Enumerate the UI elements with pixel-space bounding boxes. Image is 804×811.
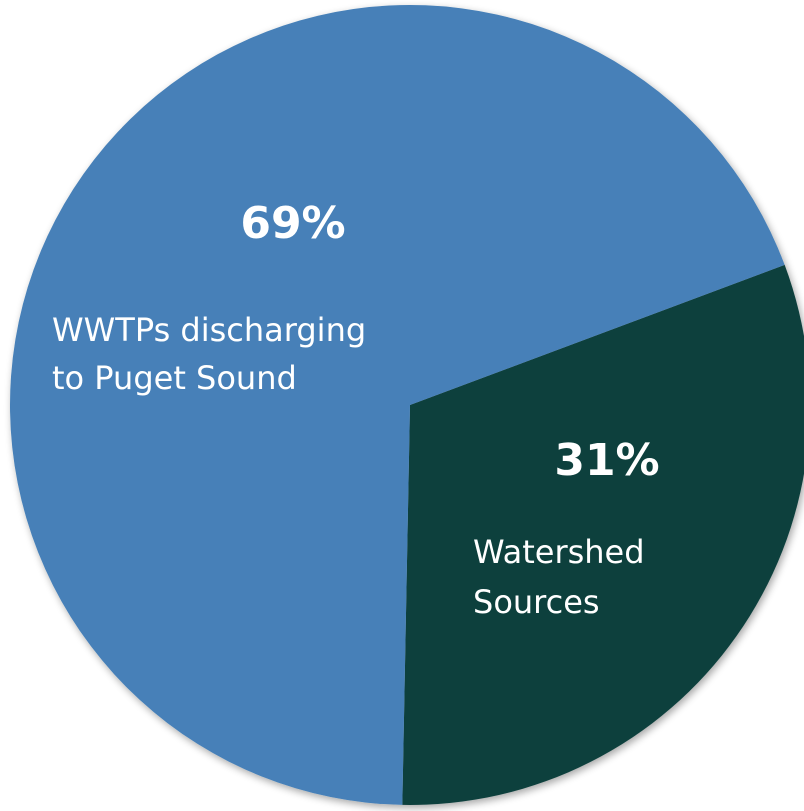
- slice-category-label-0-line-0: WWTPs discharging: [52, 311, 366, 349]
- slice-category-label-1-line-0: Watershed: [473, 533, 645, 571]
- slice-value-label-0: 69%: [240, 198, 345, 249]
- pie-slice-0: [9, 4, 785, 805]
- slice-value-label-1: 31%: [554, 435, 659, 486]
- slice-category-label-0-line-1: to Puget Sound: [52, 359, 297, 397]
- pie-slice-1: [402, 264, 804, 805]
- slice-category-label-1-line-1: Sources: [473, 583, 600, 621]
